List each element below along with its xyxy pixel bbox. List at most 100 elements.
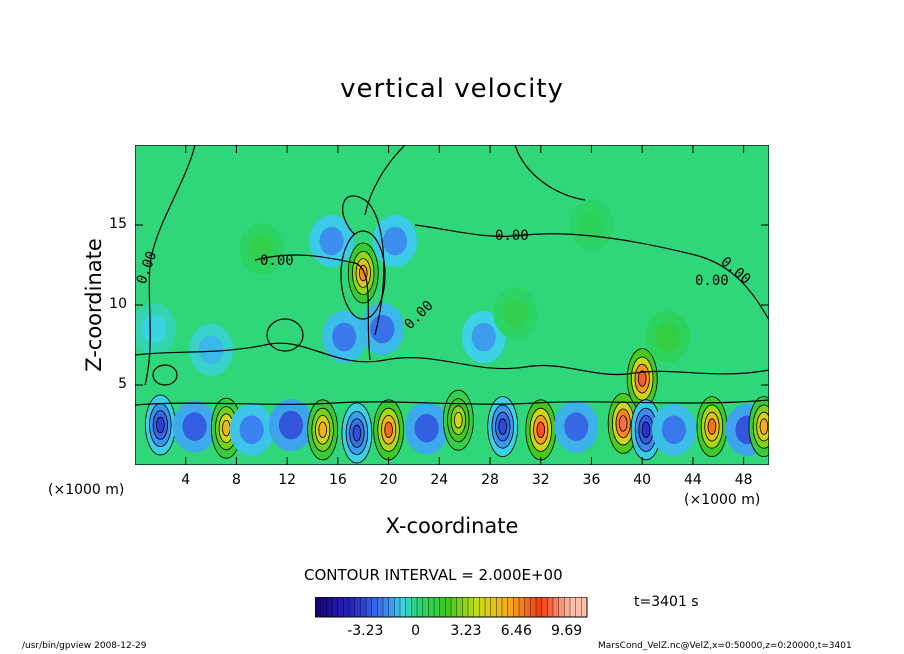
colorbar-cell	[530, 597, 537, 617]
colorbar-cell	[570, 597, 577, 617]
velocity-cell	[579, 210, 604, 240]
contour-line	[266, 318, 304, 352]
colorbar-cell	[354, 597, 361, 617]
velocity-cell	[661, 415, 687, 445]
colorbar: -3.23 0 3.23 6.46 9.69	[315, 597, 588, 637]
contour-line	[152, 364, 178, 386]
contour-line	[364, 145, 406, 216]
colorbar-cell	[507, 597, 514, 617]
contour-line	[135, 342, 769, 376]
x-tick-label: 40	[633, 472, 652, 488]
velocity-cell	[182, 412, 207, 441]
colorbar-cell	[371, 597, 378, 617]
x-axis-label: X-coordinate	[385, 514, 519, 538]
colorbar-tick-label: 6.46	[501, 623, 532, 637]
y-tick-label: 15	[109, 216, 127, 232]
footer-left-text: /usr/bin/gpview 2008-12-29	[22, 641, 147, 651]
x-tick-label: 32	[531, 472, 550, 488]
velocity-cell	[471, 322, 496, 352]
colorbar-cell	[581, 597, 588, 617]
colorbar-cell	[519, 597, 526, 617]
velocity-cell	[414, 413, 439, 443]
velocity-cell	[278, 410, 304, 440]
contour-line	[135, 399, 769, 406]
x-unit-label-right: (×1000 m)	[684, 492, 761, 508]
velocity-cell	[759, 418, 769, 435]
velocity-cell	[454, 412, 463, 429]
velocity-cell	[498, 418, 508, 435]
y-tick-label: 10	[109, 296, 127, 312]
y-axis-label: Z-coordinate	[82, 238, 106, 372]
y-tick-label: 5	[118, 376, 127, 392]
x-tick-label: 12	[278, 472, 297, 488]
colorbar-cell	[400, 597, 407, 617]
velocity-cell	[564, 412, 589, 441]
velocity-cell	[707, 418, 717, 435]
x-unit-label-left: (×1000 m)	[48, 482, 125, 498]
contour-interval-text: CONTOUR INTERVAL = 2.000E+00	[304, 566, 563, 584]
velocity-cell	[141, 314, 167, 344]
colorbar-cell	[343, 597, 350, 617]
velocity-cell	[503, 298, 528, 328]
velocity-cell	[249, 234, 274, 264]
colorbar-cell	[439, 597, 446, 617]
velocity-cell	[370, 314, 395, 344]
colorbar-cell	[558, 597, 565, 617]
colorbar-cell	[479, 597, 486, 617]
colorbar-tick-label: -3.23	[347, 623, 383, 637]
velocity-cell	[655, 322, 680, 352]
chart-title: vertical velocity	[340, 74, 564, 104]
colorbar-cell	[473, 597, 480, 617]
colorbar-cell	[451, 597, 458, 617]
x-tick-label: 4	[181, 472, 191, 488]
time-label: t=3401 s	[634, 594, 699, 610]
colorbar-cell	[502, 597, 509, 617]
colorbar-cell	[575, 597, 582, 617]
colorbar-cell	[456, 597, 463, 617]
colorbar-frame	[315, 597, 588, 618]
velocity-field	[135, 199, 769, 464]
velocity-cell	[198, 335, 224, 365]
velocity-cell	[382, 226, 408, 256]
velocity-cell	[239, 415, 264, 445]
colorbar-cell	[564, 597, 571, 617]
colorbar-cell	[422, 597, 429, 617]
colorbar-cell	[360, 597, 367, 617]
colorbar-cell	[428, 597, 435, 617]
colorbar-cell	[417, 597, 424, 617]
colorbar-cell	[405, 597, 412, 617]
colorbar-cell	[326, 597, 333, 617]
colorbar-cell	[536, 597, 543, 617]
contour-line	[254, 254, 371, 361]
colorbar-cell	[547, 597, 554, 617]
contour-line	[342, 195, 385, 336]
x-tick-label: 44	[683, 472, 702, 488]
x-tick-label: 28	[481, 472, 499, 488]
velocity-cell	[332, 322, 357, 352]
velocity-cell	[319, 226, 344, 256]
velocity-cell	[318, 421, 327, 439]
colorbar-cell	[513, 597, 520, 617]
contour-line	[414, 224, 769, 321]
x-tick-label: 20	[379, 472, 398, 488]
colorbar-tick-label: 9.69	[551, 623, 582, 637]
colorbar-cell	[377, 597, 384, 617]
colorbar-cell	[468, 597, 475, 617]
colorbar-cell	[445, 597, 452, 617]
colorbar-cell	[349, 597, 356, 617]
contour-label: 0.00	[495, 228, 529, 244]
colorbar-cell	[524, 597, 531, 617]
velocity-cell	[536, 421, 546, 439]
colorbar-cell	[332, 597, 339, 617]
colorbar-cell	[411, 597, 418, 617]
colorbar-cell	[366, 597, 373, 617]
velocity-cell	[156, 416, 165, 434]
colorbar-cell	[490, 597, 497, 617]
colorbar-cell	[388, 597, 395, 617]
plot-area: 0.00 0.000.000.000.000.00	[135, 145, 769, 465]
contour-lines	[135, 145, 769, 406]
contour-label: 0.00	[695, 273, 729, 289]
x-tick-label: 24	[430, 472, 449, 488]
colorbar-cell	[541, 597, 548, 617]
contour-line	[144, 145, 196, 386]
